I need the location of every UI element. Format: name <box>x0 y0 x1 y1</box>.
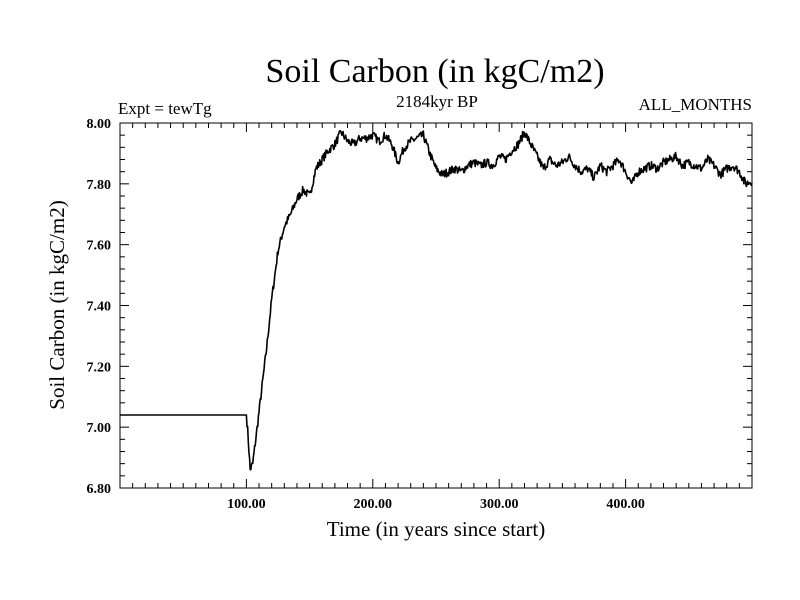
x-tick-label: 100.00 <box>227 497 266 512</box>
experiment-label: Expt = tewTg <box>118 99 212 118</box>
x-axis-label: Time (in years since start) <box>327 517 546 541</box>
y-tick-label: 6.80 <box>87 482 112 497</box>
period-label: 2184kyr BP <box>396 92 478 111</box>
x-tick-label: 400.00 <box>606 497 645 512</box>
y-tick-label: 7.20 <box>87 360 112 375</box>
y-tick-label: 7.00 <box>87 421 112 436</box>
x-tick-label: 200.00 <box>354 497 393 512</box>
plot-area-frame <box>119 122 753 489</box>
y-tick-label: 7.40 <box>87 300 112 315</box>
soil-carbon-series-line <box>119 129 753 471</box>
y-tick-label: 7.60 <box>87 239 112 254</box>
y-tick-label: 8.00 <box>87 117 112 132</box>
y-tick-label: 7.80 <box>87 178 112 193</box>
axis-tick-labels: 100.00 200.00 300.00 400.00 6.80 7.00 7.20 7.40… <box>87 117 645 512</box>
axis-ticks <box>120 123 752 488</box>
y-axis-label: Soil Carbon (in kgC/m2) <box>45 200 69 409</box>
months-label: ALL_MONTHS <box>639 95 752 114</box>
x-tick-label: 300.00 <box>480 497 519 512</box>
chart-title: Soil Carbon (in kgC/m2) <box>265 53 604 90</box>
